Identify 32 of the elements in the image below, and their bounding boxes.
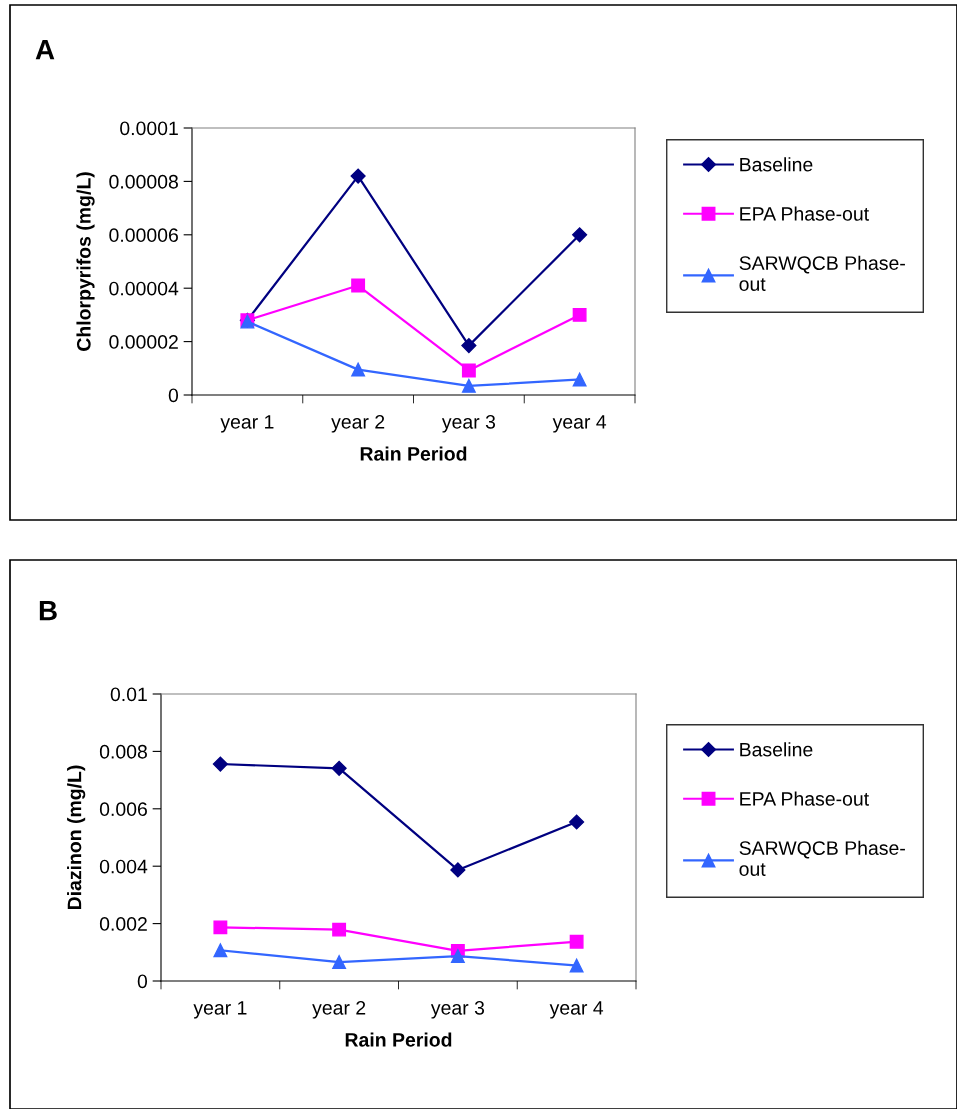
y-tick-label: 0.01	[110, 687, 147, 702]
legend-label: EPA Phase-out	[740, 791, 869, 806]
y-tick-label: 0.00006	[109, 228, 178, 243]
x-axis-title: Rain Period	[360, 446, 467, 461]
x-tick-label: year 1	[193, 1001, 247, 1019]
x-tick-label: year 3	[441, 414, 496, 433]
y-tick-label: 0.00004	[109, 281, 179, 296]
legend-label: SARWQCB Phase- out	[739, 840, 905, 876]
y-tick-label: 0.004	[99, 859, 148, 874]
legend-label: Baseline	[740, 157, 813, 172]
x-tick-label: year 2	[331, 414, 385, 433]
x-tick-label: year 1	[220, 415, 274, 433]
x-tick-label: year 4	[552, 415, 607, 433]
legend-label: EPA Phase-out	[740, 206, 869, 221]
y-tick-label: 0.008	[99, 744, 147, 759]
x-tick-label: year 3	[430, 1000, 485, 1019]
y-tick-label: 0	[137, 974, 148, 989]
y-tick-label: 0.006	[99, 802, 147, 817]
y-tick-label: 0.00008	[109, 174, 178, 189]
legend-label: SARWQCB Phase- out	[739, 255, 905, 291]
chart-title: A	[35, 40, 55, 60]
y-tick-label: 0.002	[99, 917, 147, 931]
chart-title: B	[39, 601, 57, 621]
legend-label: Baseline	[740, 742, 813, 757]
x-tick-label: year 4	[549, 1001, 604, 1019]
x-tick-label: year 2	[312, 1000, 366, 1019]
y-tick-label: 0.00002	[109, 335, 178, 349]
y-axis-title: Diazinon (mg/L)	[67, 765, 86, 910]
y-tick-label: 0.0001	[120, 121, 178, 136]
y-axis-title: Chlorpyrifos (mg/L)	[76, 172, 95, 351]
x-axis-title: Rain Period	[345, 1032, 452, 1047]
y-tick-label: 0	[168, 388, 179, 403]
